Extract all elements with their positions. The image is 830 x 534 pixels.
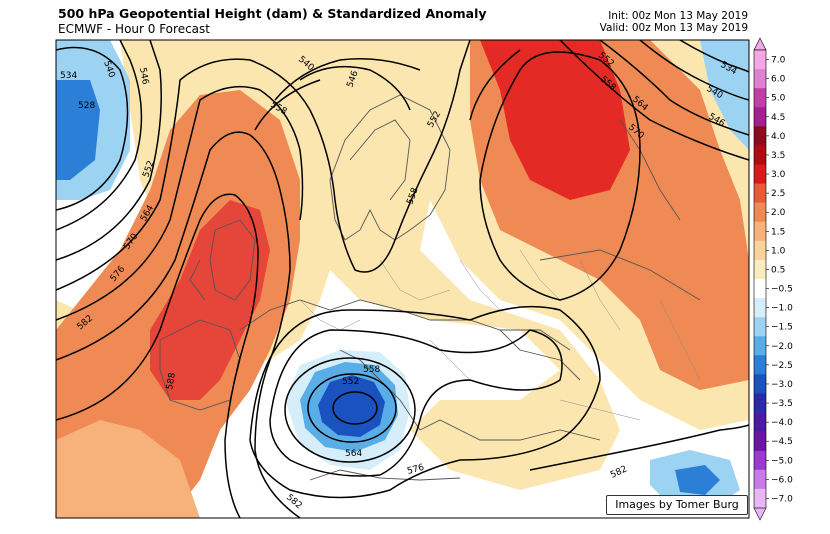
colorbar-tick-label: 3.5 xyxy=(771,151,785,161)
colorbar-swatch xyxy=(754,183,766,203)
contour-label: 534 xyxy=(60,71,77,81)
colorbar-tick-label: −5.0 xyxy=(771,456,793,466)
colorbar-swatch xyxy=(754,298,766,318)
valid-time: Valid: 00z Mon 13 May 2019 xyxy=(599,22,748,34)
contour-label: 546 xyxy=(137,67,150,86)
anomaly-strong-positive-east xyxy=(480,40,630,200)
colorbar-tick-label: 2.5 xyxy=(771,189,785,199)
colorbar-swatch xyxy=(754,164,766,184)
colorbar-tick-label: 4.5 xyxy=(771,113,785,123)
height-contours xyxy=(56,40,749,518)
contour-label: 528 xyxy=(78,101,95,111)
colorbar-swatch xyxy=(754,221,766,242)
colorbar-tick-label: −4.0 xyxy=(771,418,793,428)
colorbar-tick-label: −4.5 xyxy=(771,437,793,447)
colorbar-tick-label: −6.0 xyxy=(771,475,793,485)
colorbar: 7.0 6.0 5.0 4.5 4.0 3.5 3.0 2.5 2.0 1.5 1.0 0.5 −0.5… xyxy=(753,37,793,521)
anomaly-negative-southeast-core xyxy=(675,465,720,495)
colorbar-tick-label: −3.0 xyxy=(771,380,793,390)
colorbar-tick-label: 1.0 xyxy=(771,246,786,256)
map-title: 500 hPa Geopotential Height (dam) & Stan… xyxy=(58,6,487,21)
colorbar-swatch xyxy=(754,317,766,337)
anomaly-moderate-positive-bay xyxy=(56,420,200,518)
colorbar-swatch xyxy=(754,393,766,413)
colorbar-swatch xyxy=(754,355,766,375)
colorbar-swatch xyxy=(754,50,766,70)
contour-label: 588 xyxy=(165,372,178,391)
colorbar-tick-label: −2.5 xyxy=(771,361,793,371)
colorbar-swatch xyxy=(754,69,766,89)
colorbar-swatch xyxy=(754,450,766,471)
anomaly-field: 534 528 540 546 552 558 564 570 576 582 … xyxy=(56,40,749,518)
colorbar-tick-label: 4.0 xyxy=(771,132,786,142)
anomaly-strong-positive-west xyxy=(150,200,270,400)
colorbar-swatch xyxy=(754,107,766,127)
colorbar-swatch xyxy=(754,126,766,146)
colorbar-swatch xyxy=(754,279,766,299)
anomaly-negative-northwest-core xyxy=(56,80,100,180)
colorbar-swatch xyxy=(754,259,766,280)
colorbar-swatch xyxy=(754,336,766,356)
colorbar-swatch xyxy=(754,145,766,165)
contour-label: 558 xyxy=(363,365,380,375)
colorbar-tick-label: −1.5 xyxy=(771,323,793,333)
colorbar-tick-label: 2.0 xyxy=(771,208,786,218)
colorbar-swatch xyxy=(754,431,766,452)
colorbar-tick-label: −7.0 xyxy=(771,494,793,504)
colorbar-swatch xyxy=(754,412,766,432)
country-borders xyxy=(299,249,701,421)
contour-label: 552 xyxy=(342,377,359,387)
contour-label: 576 xyxy=(406,463,425,477)
colorbar-swatch xyxy=(754,202,766,223)
colorbar-tick-label: 0.5 xyxy=(771,265,785,275)
colorbar-tick-label: −1.0 xyxy=(771,304,793,314)
colorbar-tick-label: 1.5 xyxy=(771,227,785,237)
colorbar-tick-label: 3.0 xyxy=(771,170,786,180)
colorbar-swatch xyxy=(754,469,766,490)
map-subtitle: ECMWF - Hour 0 Forecast xyxy=(58,22,210,36)
colorbar-tick-label: −3.5 xyxy=(771,399,793,409)
colorbar-swatch xyxy=(754,240,766,261)
init-time: Init: 00z Mon 13 May 2019 xyxy=(608,10,748,22)
colorbar-tick-label: −2.0 xyxy=(771,342,793,352)
image-credit: Images by Tomer Burg xyxy=(606,495,748,515)
colorbar-bottom-cap xyxy=(753,507,767,521)
colorbar-swatch xyxy=(754,88,766,108)
contour-label: 564 xyxy=(345,449,362,459)
map-frame xyxy=(55,39,750,519)
colorbar-tick-label: 5.0 xyxy=(771,94,786,104)
colorbar-top-cap xyxy=(753,37,767,51)
colorbar-swatch xyxy=(754,374,766,394)
colorbar-tick-label: 6.0 xyxy=(771,75,786,85)
colorbar-tick-label: −0.5 xyxy=(771,285,793,295)
colorbar-frame xyxy=(753,49,767,509)
colorbar-tick-label: 7.0 xyxy=(771,56,786,66)
colorbar-swatch xyxy=(754,488,766,509)
